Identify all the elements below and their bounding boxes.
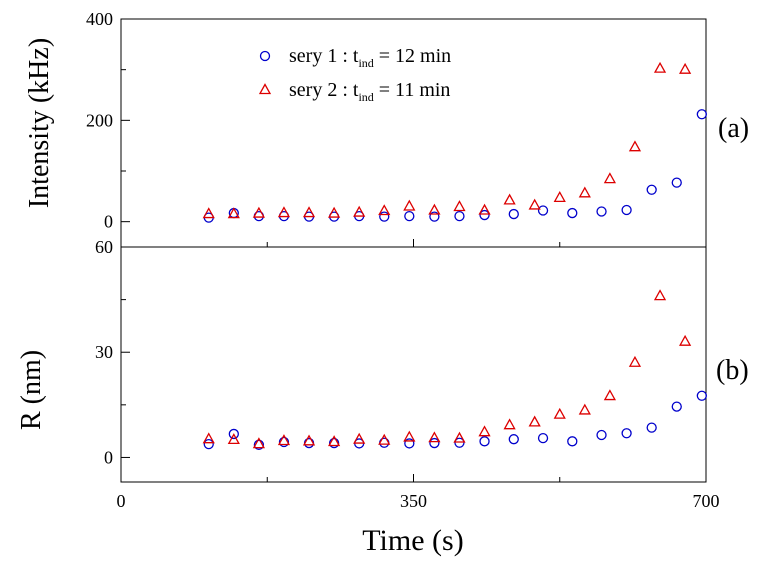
data-point-triangle — [227, 207, 240, 219]
data-point-triangle — [252, 206, 265, 218]
data-point-triangle — [302, 206, 316, 218]
data-point-triangle — [628, 140, 642, 152]
data-point-triangle — [277, 434, 291, 446]
y-tick-label: 200 — [86, 110, 113, 130]
data-point-circle — [278, 436, 290, 448]
data-point-triangle — [503, 193, 516, 205]
data-point-triangle — [277, 206, 291, 218]
data-point-triangle — [328, 206, 341, 218]
data-point-circle — [508, 208, 519, 220]
data-point-triangle — [679, 334, 692, 346]
panel-a-label: (a) — [718, 113, 749, 144]
legend-marker-circle — [259, 50, 271, 62]
data-point-circle — [404, 438, 415, 449]
data-point-triangle — [603, 172, 616, 184]
data-point-triangle — [478, 425, 491, 437]
data-point-triangle — [202, 207, 215, 219]
x-tick-label: 700 — [693, 491, 720, 511]
panel-b-frame — [120, 246, 707, 483]
data-point-circle — [537, 205, 549, 216]
data-point-triangle — [578, 403, 591, 415]
data-point-triangle — [403, 430, 416, 442]
data-point-circle — [203, 438, 214, 450]
x-tick-label: 0 — [117, 491, 126, 511]
data-point-circle — [303, 437, 315, 449]
data-point-triangle — [428, 431, 441, 443]
data-point-triangle — [528, 198, 541, 210]
data-point-circle — [567, 436, 578, 447]
data-point-triangle — [528, 415, 541, 427]
data-point-triangle — [628, 355, 642, 367]
data-point-circle — [567, 207, 578, 219]
panel-b-label: (b) — [716, 355, 749, 386]
data-point-circle — [596, 206, 607, 217]
data-point-triangle — [353, 432, 366, 444]
data-point-circle — [537, 433, 549, 444]
data-point-triangle — [378, 433, 391, 445]
panel-a-ylabel: Intensity (kHz) — [24, 38, 55, 208]
legend-marker-triangle — [258, 83, 272, 95]
data-point-circle — [696, 109, 707, 120]
data-point-circle — [621, 204, 632, 216]
panel-b-points — [202, 289, 707, 450]
data-point-triangle — [653, 289, 667, 301]
data-point-triangle — [578, 186, 591, 198]
data-point-circle — [479, 436, 490, 447]
x-axis-label: Time (s) — [362, 524, 463, 557]
panel-b: 0 30 60 0 350 700 R (nm) (b) — [16, 237, 749, 511]
data-point-triangle — [478, 203, 491, 215]
data-point-circle — [621, 428, 632, 439]
data-point-triangle — [353, 205, 366, 217]
panel-a-ticks: 0 200 400 — [86, 9, 707, 247]
data-point-circle — [454, 210, 465, 222]
legend-entry-label: sery 1 : tind = 12 min — [289, 45, 451, 70]
data-point-triangle — [252, 437, 265, 449]
data-point-triangle — [428, 203, 441, 215]
data-point-circle — [228, 428, 239, 440]
data-point-circle — [646, 422, 657, 433]
data-point-circle — [404, 210, 415, 222]
data-point-triangle — [653, 61, 667, 73]
panel-b-ylabel: R (nm) — [16, 350, 47, 430]
data-point-triangle — [453, 431, 466, 443]
legend-entry-label: sery 2 : tind = 11 min — [289, 79, 450, 104]
data-point-triangle — [227, 433, 240, 445]
data-point-circle — [479, 209, 490, 221]
data-point-circle — [429, 211, 440, 222]
data-point-triangle — [503, 418, 516, 430]
data-point-triangle — [553, 191, 566, 203]
data-point-circle — [696, 390, 707, 401]
data-point-circle — [671, 401, 682, 412]
y-tick-label: 0 — [104, 447, 113, 467]
data-point-circle — [671, 177, 682, 188]
data-point-circle — [328, 437, 340, 449]
data-point-circle — [454, 437, 465, 448]
legend: sery 1 : tind = 12 min sery 2 : tind = 11… — [258, 45, 451, 104]
data-point-triangle — [679, 62, 692, 74]
panel-a-points — [202, 61, 707, 223]
data-point-triangle — [328, 435, 341, 447]
data-point-circle — [596, 429, 607, 441]
data-point-circle — [379, 211, 390, 222]
y-tick-label: 30 — [95, 342, 113, 362]
y-tick-label: 400 — [86, 9, 113, 29]
data-point-circle — [646, 184, 657, 195]
x-tick-label: 350 — [400, 491, 427, 511]
y-tick-label: 60 — [95, 237, 113, 257]
data-point-triangle — [453, 200, 466, 212]
data-point-triangle — [603, 389, 616, 401]
y-tick-label: 0 — [104, 212, 113, 232]
data-point-circle — [429, 437, 440, 449]
data-point-circle — [508, 434, 519, 445]
panel-a: 0 200 400 sery 1 : tind = 12 min sery 2 : t… — [24, 9, 749, 248]
data-point-circle — [253, 439, 265, 450]
data-point-triangle — [302, 434, 316, 446]
data-point-triangle — [378, 204, 391, 216]
data-point-triangle — [403, 199, 416, 211]
panel-b-ticks: 0 30 60 0 350 700 — [95, 237, 720, 511]
data-point-triangle — [553, 407, 566, 419]
data-point-triangle — [202, 432, 215, 444]
